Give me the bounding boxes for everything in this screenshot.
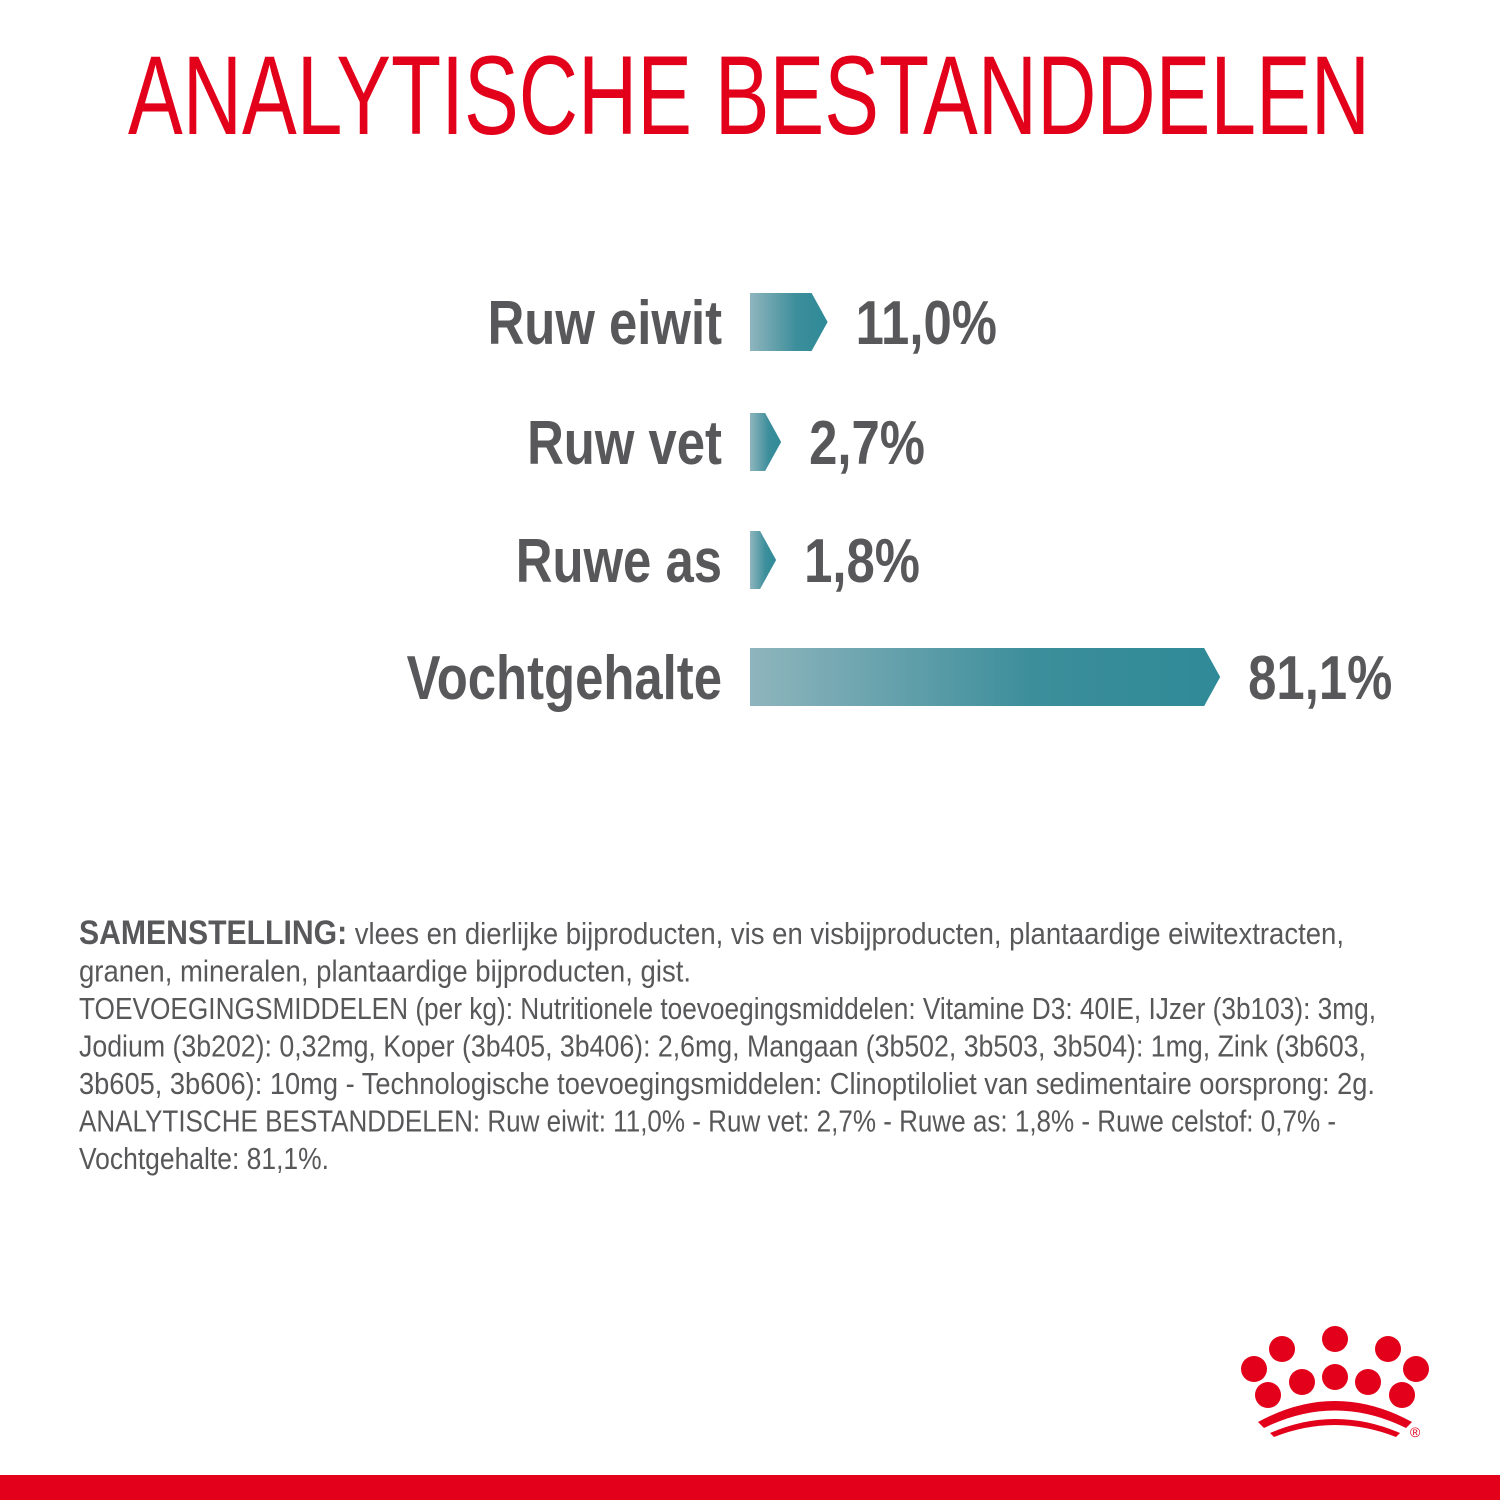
- bar-value-label: 2,7%: [809, 409, 925, 478]
- crown-logo: ®: [1241, 1326, 1429, 1440]
- page-title: ANALYTISCHE BESTANDDELEN: [128, 33, 1370, 158]
- composition-line: granen, mineralen, plantaardige bijprodu…: [79, 954, 691, 989]
- composition-line-text: vlees en dierlijke bijproducten, vis en …: [347, 916, 1344, 951]
- composition-line: Jodium (3b202): 0,32mg, Koper (3b405, 3b…: [79, 1029, 1366, 1064]
- composition-text: SAMENSTELLING: vlees en dierlijke bijpro…: [79, 914, 1376, 1176]
- composition-line-text: Jodium (3b202): 0,32mg, Koper (3b405, 3b…: [79, 1029, 1366, 1064]
- bar-category-label: Vochtgehalte: [407, 644, 722, 713]
- composition-line: SAMENSTELLING: vlees en dierlijke bijpro…: [79, 914, 1344, 952]
- registered-mark: ®: [1410, 1424, 1421, 1440]
- composition-line: TOEVOEGINGSMIDDELEN (per kg): Nutritione…: [79, 991, 1376, 1026]
- bar: [750, 531, 777, 589]
- composition-line-text: TOEVOEGINGSMIDDELEN (per kg): Nutritione…: [79, 991, 1376, 1026]
- page-title-text: ANALYTISCHE BESTANDDELEN: [128, 33, 1370, 158]
- analysis-bar-chart: Ruw eiwit 11,0% Ruw vet 2,7% Ruwe as 1,8% Voch…: [407, 289, 1393, 713]
- bar-category-label: Ruw vet: [527, 409, 722, 478]
- bar: [750, 648, 1221, 706]
- composition-line-text: 3b605, 3b606): 10mg - Technologische toe…: [79, 1066, 1375, 1101]
- composition-line-text: ANALYTISCHE BESTANDDELEN: Ruw eiwit: 11,…: [79, 1104, 1336, 1139]
- composition-heading: SAMENSTELLING:: [79, 914, 347, 952]
- composition-line: Vochtgehalte: 81,1%.: [79, 1141, 329, 1176]
- composition-line: ANALYTISCHE BESTANDDELEN: Ruw eiwit: 11,…: [79, 1104, 1336, 1139]
- composition-line-text: Vochtgehalte: 81,1%.: [79, 1141, 329, 1176]
- bar-category-label: Ruw eiwit: [488, 289, 723, 358]
- composition-line: 3b605, 3b606): 10mg - Technologische toe…: [79, 1066, 1375, 1101]
- bar: [750, 293, 828, 351]
- bar-category-label: Ruwe as: [516, 527, 722, 596]
- footer-red-band: [0, 1475, 1500, 1500]
- bar-value-label: 81,1%: [1248, 644, 1392, 713]
- composition-line-text: granen, mineralen, plantaardige bijprodu…: [79, 954, 691, 989]
- bar-value-label: 11,0%: [856, 289, 997, 358]
- bar: [750, 413, 782, 471]
- bar-value-label: 1,8%: [804, 527, 920, 596]
